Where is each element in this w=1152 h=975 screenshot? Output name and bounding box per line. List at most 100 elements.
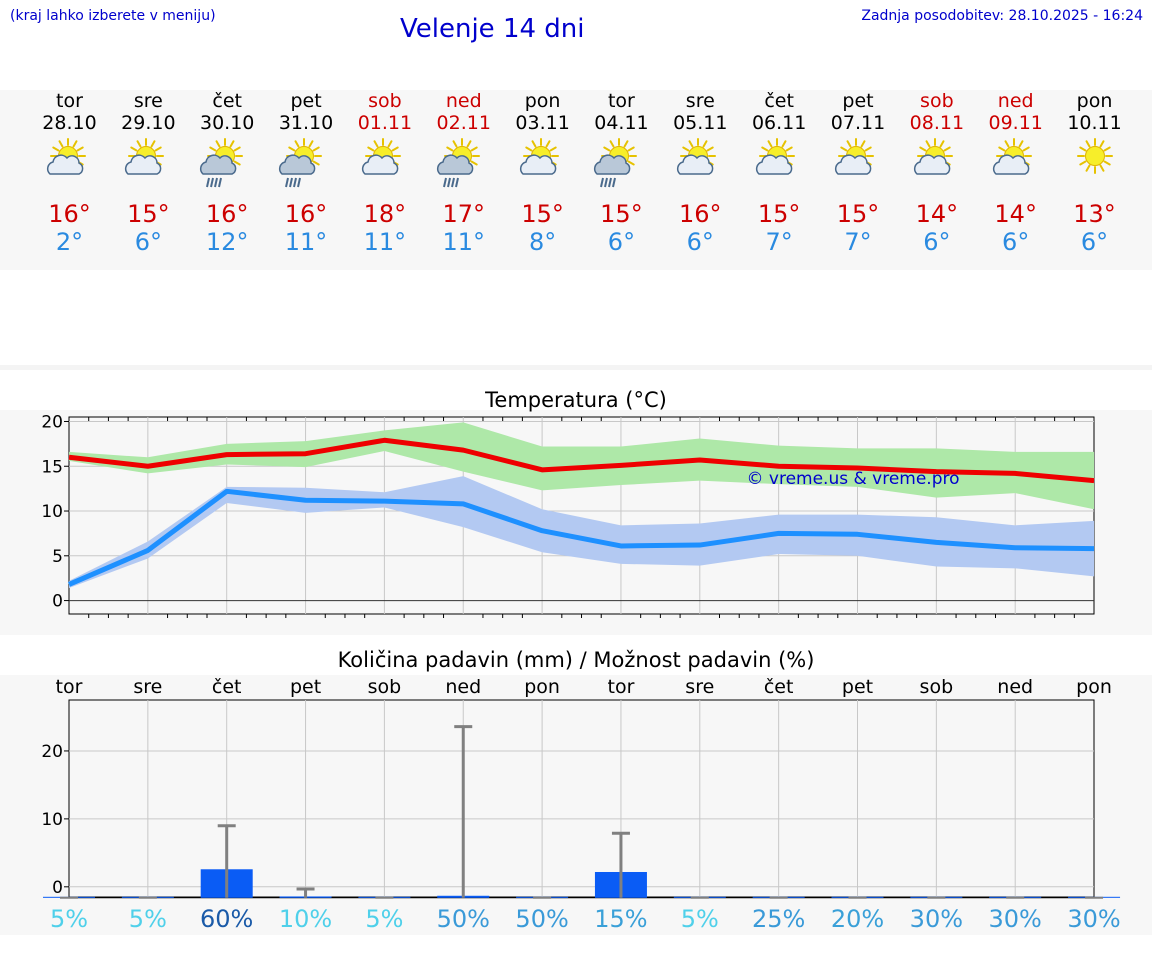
day-column: čet 30.10 16° 12° <box>188 90 267 256</box>
precipitation-chance: 5% <box>129 905 167 933</box>
precipitation-chance: 20% <box>831 905 884 933</box>
min-temperature: 11° <box>284 228 328 256</box>
max-temperature: 15° <box>757 200 801 228</box>
sun-cloud-icon <box>519 138 559 175</box>
cloud-icon <box>913 154 951 175</box>
plot-area <box>68 699 1095 898</box>
y-tick-label: 15 <box>41 457 63 477</box>
x-category-label: sre <box>133 676 162 698</box>
max-temperature: 13° <box>1073 200 1116 228</box>
min-temperature: 6° <box>1080 228 1109 256</box>
max-temperature: 18° <box>363 200 407 228</box>
max-temperature: 16° <box>48 200 91 228</box>
cloud-icon <box>200 154 237 175</box>
sun-cloud-rain-icon <box>594 138 638 188</box>
day-date: 31.10 <box>278 112 334 134</box>
rain-drops-icon <box>206 177 223 188</box>
x-category-label: sob <box>368 676 402 698</box>
precipitation-chance: 5% <box>365 905 403 933</box>
day-column: pon 10.11 13° 6° <box>1055 90 1134 256</box>
min-temperature: 12° <box>205 228 249 256</box>
precipitation-chance: 30% <box>910 905 963 933</box>
day-column: tor 28.10 16° 2° <box>30 90 109 256</box>
day-column: sre 29.10 15° 6° <box>109 90 188 256</box>
max-temperature: 16° <box>205 200 249 228</box>
day-column: pet 07.11 15° 7° <box>819 90 898 256</box>
day-date: 08.11 <box>909 112 965 134</box>
day-name: tor <box>607 90 635 112</box>
sun-cloud-icon <box>125 138 165 175</box>
rain-drops-icon <box>442 177 459 188</box>
sun-cloud-icon <box>913 138 953 175</box>
day-name: ned <box>997 90 1034 112</box>
sun-cloud-rain-icon <box>200 138 244 188</box>
temperature-panel: Temperatura (°C) 0 5 10 15 20 © vreme.us & vr… <box>0 388 1152 635</box>
day-column: ned 02.11 17° 11° <box>424 90 503 256</box>
day-name: pet <box>842 90 874 112</box>
day-date: 29.10 <box>121 112 176 134</box>
y-tick-label: 20 <box>41 412 63 432</box>
min-temperature: 7° <box>844 228 872 256</box>
cloud-icon <box>125 154 162 175</box>
max-temperature: 15° <box>127 200 170 228</box>
min-temperature: 7° <box>765 228 793 256</box>
day-date: 30.10 <box>199 112 255 134</box>
day-date: 07.11 <box>830 112 886 134</box>
min-temperature: 11° <box>442 228 486 256</box>
day-name: pet <box>290 90 322 112</box>
max-temperature: 16° <box>679 200 722 228</box>
sun-cloud-icon <box>46 138 86 175</box>
sun-cloud-icon <box>677 138 717 175</box>
precipitation-chance: 5% <box>681 905 719 933</box>
day-name: sob <box>368 90 402 112</box>
day-date: 04.11 <box>594 112 649 134</box>
cloud-icon <box>992 154 1029 175</box>
max-temperature: 17° <box>442 200 486 228</box>
day-column: tor 04.11 15° 6° <box>582 90 661 256</box>
day-name: pon <box>1076 90 1113 112</box>
cloud-icon <box>834 154 872 175</box>
precipitation-chance: 5% <box>50 905 88 933</box>
max-temperature: 14° <box>994 200 1037 228</box>
precipitation-chart-title: Količina padavin (mm) / Možnost padavin … <box>337 648 815 672</box>
precipitation-panel: Količina padavin (mm) / Možnost padavin … <box>0 648 1152 935</box>
rain-drops-icon <box>285 177 302 188</box>
rain-drops-icon <box>600 177 617 188</box>
precipitation-chart: tor sre čet pet sob ned pon tor sre čet pet sob ned p… <box>41 676 1120 933</box>
y-tick-label: 20 <box>41 742 63 762</box>
min-temperature: 11° <box>363 228 407 256</box>
precipitation-chance: 15% <box>594 905 647 933</box>
x-category-label: sre <box>685 676 714 698</box>
y-tick-label: 10 <box>41 502 63 522</box>
cloud-icon <box>279 154 316 175</box>
y-tick-label: 0 <box>52 592 63 612</box>
precipitation-chance: 60% <box>200 905 253 933</box>
x-category-label: čet <box>764 676 794 698</box>
max-temperature: 15° <box>836 200 880 228</box>
cloud-icon <box>46 154 83 175</box>
max-temperature: 15° <box>521 200 564 228</box>
sun-cloud-rain-icon <box>436 138 480 188</box>
precipitation-chance: 50% <box>515 905 568 933</box>
min-temperature: 2° <box>55 228 84 256</box>
watermark: © vreme.us & vreme.pro <box>746 469 959 489</box>
daily-forecast-strip: tor 28.10 16° 2° sre 29.10 15° 6° čet 30.10 16° 12°… <box>0 90 1152 270</box>
day-name: sre <box>685 90 715 112</box>
cloud-icon <box>436 154 474 175</box>
day-column: čet 06.11 15° 7° <box>740 90 819 256</box>
x-category-label: ned <box>445 676 481 698</box>
x-category-label: ned <box>997 676 1033 698</box>
last-updated: Zadnja posodobitev: 28.10.2025 - 16:24 <box>861 8 1143 24</box>
precipitation-chance: 30% <box>1067 905 1120 933</box>
day-name: sre <box>133 90 163 112</box>
x-category-label: pet <box>290 676 321 698</box>
min-temperature: 6° <box>607 228 636 256</box>
sun-icon <box>1076 138 1113 174</box>
min-temperature-line <box>68 488 1095 587</box>
cloud-icon <box>361 154 399 175</box>
precipitation-chance: 50% <box>437 905 490 933</box>
day-column: pet 31.10 16° 11° <box>267 90 346 256</box>
day-name: pon <box>524 90 561 112</box>
x-category-label: tor <box>56 676 83 698</box>
region-hint[interactable]: (kraj lahko izberete v meniju) <box>10 8 216 24</box>
